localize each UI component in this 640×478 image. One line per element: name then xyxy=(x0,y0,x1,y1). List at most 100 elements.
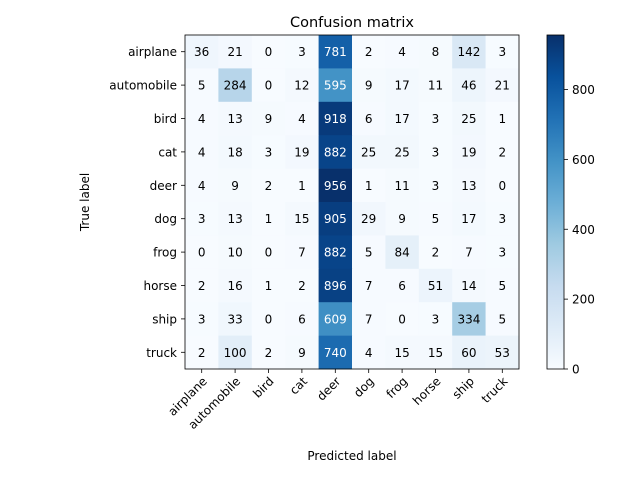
cell-value-label: 882 xyxy=(324,246,347,260)
cell-value-label: 0 xyxy=(498,179,506,193)
cell-value-label: 284 xyxy=(224,79,247,93)
heatmap-cell xyxy=(251,302,286,336)
y-tick-label: dog xyxy=(154,212,177,226)
cell-value-label: 609 xyxy=(324,312,347,326)
cell-value-label: 3 xyxy=(198,212,206,226)
cell-value-label: 4 xyxy=(198,145,206,159)
cell-value-label: 2 xyxy=(265,179,273,193)
cell-value-label: 0 xyxy=(265,45,273,59)
heatmap-cell xyxy=(251,168,286,203)
heatmap-cell xyxy=(352,302,386,336)
cell-value-label: 3 xyxy=(432,312,440,326)
cell-value-label: 905 xyxy=(324,212,347,226)
colorbar-tick-label: 200 xyxy=(572,293,595,307)
cell-value-label: 6 xyxy=(365,112,373,126)
colorbar-tick-label: 600 xyxy=(572,153,595,167)
chart-title: Confusion matrix xyxy=(290,15,414,31)
heatmap-cell xyxy=(185,235,219,270)
cell-value-label: 84 xyxy=(394,246,409,260)
cell-value-label: 12 xyxy=(294,79,309,93)
heatmap-cell xyxy=(385,202,420,236)
cell-value-label: 19 xyxy=(461,145,476,159)
heatmap-cell xyxy=(452,135,486,169)
heatmap-cell xyxy=(385,168,420,203)
cell-value-label: 7 xyxy=(365,279,373,293)
cell-value-label: 60 xyxy=(461,346,476,360)
cell-value-label: 2 xyxy=(198,346,206,360)
cell-value-label: 0 xyxy=(265,79,273,93)
cell-value-label: 1 xyxy=(498,112,506,126)
heatmap-cell xyxy=(452,101,486,136)
x-tick-label: bird xyxy=(250,374,276,400)
y-axis: airplane automobile bird cat deer dog frog hors… xyxy=(109,45,185,360)
heatmap-cell xyxy=(485,101,520,136)
cell-value-label: 100 xyxy=(224,346,247,360)
heatmap-cell xyxy=(452,302,486,336)
cell-value-label: 4 xyxy=(365,346,373,360)
heatmap-cell xyxy=(418,202,453,236)
cell-value-label: 9 xyxy=(298,346,306,360)
cell-value-label: 13 xyxy=(227,212,242,226)
heatmap-cell xyxy=(285,235,319,270)
cell-value-label: 896 xyxy=(324,279,347,293)
heatmap-cell xyxy=(418,35,453,69)
heatmap-cell xyxy=(185,168,219,203)
y-tick-label: truck xyxy=(146,346,177,360)
cell-value-label: 3 xyxy=(498,212,506,226)
cell-value-label: 6 xyxy=(398,279,406,293)
cell-value-label: 2 xyxy=(265,346,273,360)
cell-value-label: 0 xyxy=(265,246,273,260)
cell-value-label: 36 xyxy=(194,45,209,59)
x-axis-label: Predicted label xyxy=(307,449,396,463)
heatmap-cell xyxy=(218,135,253,169)
cell-value-label: 16 xyxy=(227,279,242,293)
cell-value-label: 2 xyxy=(298,279,306,293)
cell-value-label: 0 xyxy=(265,312,273,326)
heatmap-cell xyxy=(352,168,386,203)
cell-value-label: 2 xyxy=(198,279,206,293)
heatmap-cell xyxy=(185,101,219,136)
heatmap-cell xyxy=(285,302,319,336)
cell-value-label: 1 xyxy=(298,179,306,193)
heatmap-cell xyxy=(385,302,420,336)
cell-value-label: 53 xyxy=(495,346,510,360)
heatmap-cell xyxy=(185,35,219,69)
heatmap-cell xyxy=(318,235,353,270)
colorbar-tick-label: 0 xyxy=(572,363,580,377)
heatmap-cell xyxy=(385,135,420,169)
heatmap-cell xyxy=(218,335,253,370)
cell-value-label: 21 xyxy=(227,45,242,59)
heatmap-cell xyxy=(352,35,386,69)
heatmap-cell xyxy=(418,68,453,103)
heatmap-cell xyxy=(452,68,486,103)
y-tick-label: airplane xyxy=(128,45,177,59)
heatmap-cell xyxy=(385,268,420,303)
cell-value-label: 3 xyxy=(498,45,506,59)
heatmap-cell xyxy=(418,135,453,169)
heatmap-cell xyxy=(452,168,486,203)
cell-value-label: 1 xyxy=(365,179,373,193)
heatmap-cell xyxy=(418,168,453,203)
cell-value-label: 6 xyxy=(298,312,306,326)
cell-value-label: 4 xyxy=(398,45,406,59)
heatmap-cell xyxy=(185,135,219,169)
heatmap-cell xyxy=(418,302,453,336)
x-tick-label: horse xyxy=(410,374,444,408)
cell-value-label: 9 xyxy=(231,179,239,193)
cell-value-label: 11 xyxy=(428,79,443,93)
cell-value-label: 15 xyxy=(394,346,409,360)
heatmap-cell xyxy=(318,335,353,370)
cell-value-label: 2 xyxy=(498,145,506,159)
x-tick-label: deer xyxy=(314,374,343,403)
x-tick-label: dog xyxy=(351,374,377,400)
heatmap-cell xyxy=(285,101,319,136)
cell-value-label: 15 xyxy=(428,346,443,360)
cell-value-label: 29 xyxy=(361,212,376,226)
heatmap-cell xyxy=(485,35,520,69)
heatmap-cell xyxy=(285,268,319,303)
heatmap-cell xyxy=(285,202,319,236)
cell-value-label: 10 xyxy=(227,246,242,260)
heatmap-cell xyxy=(385,335,420,370)
heatmap-cell xyxy=(218,235,253,270)
heatmap-cell xyxy=(251,101,286,136)
